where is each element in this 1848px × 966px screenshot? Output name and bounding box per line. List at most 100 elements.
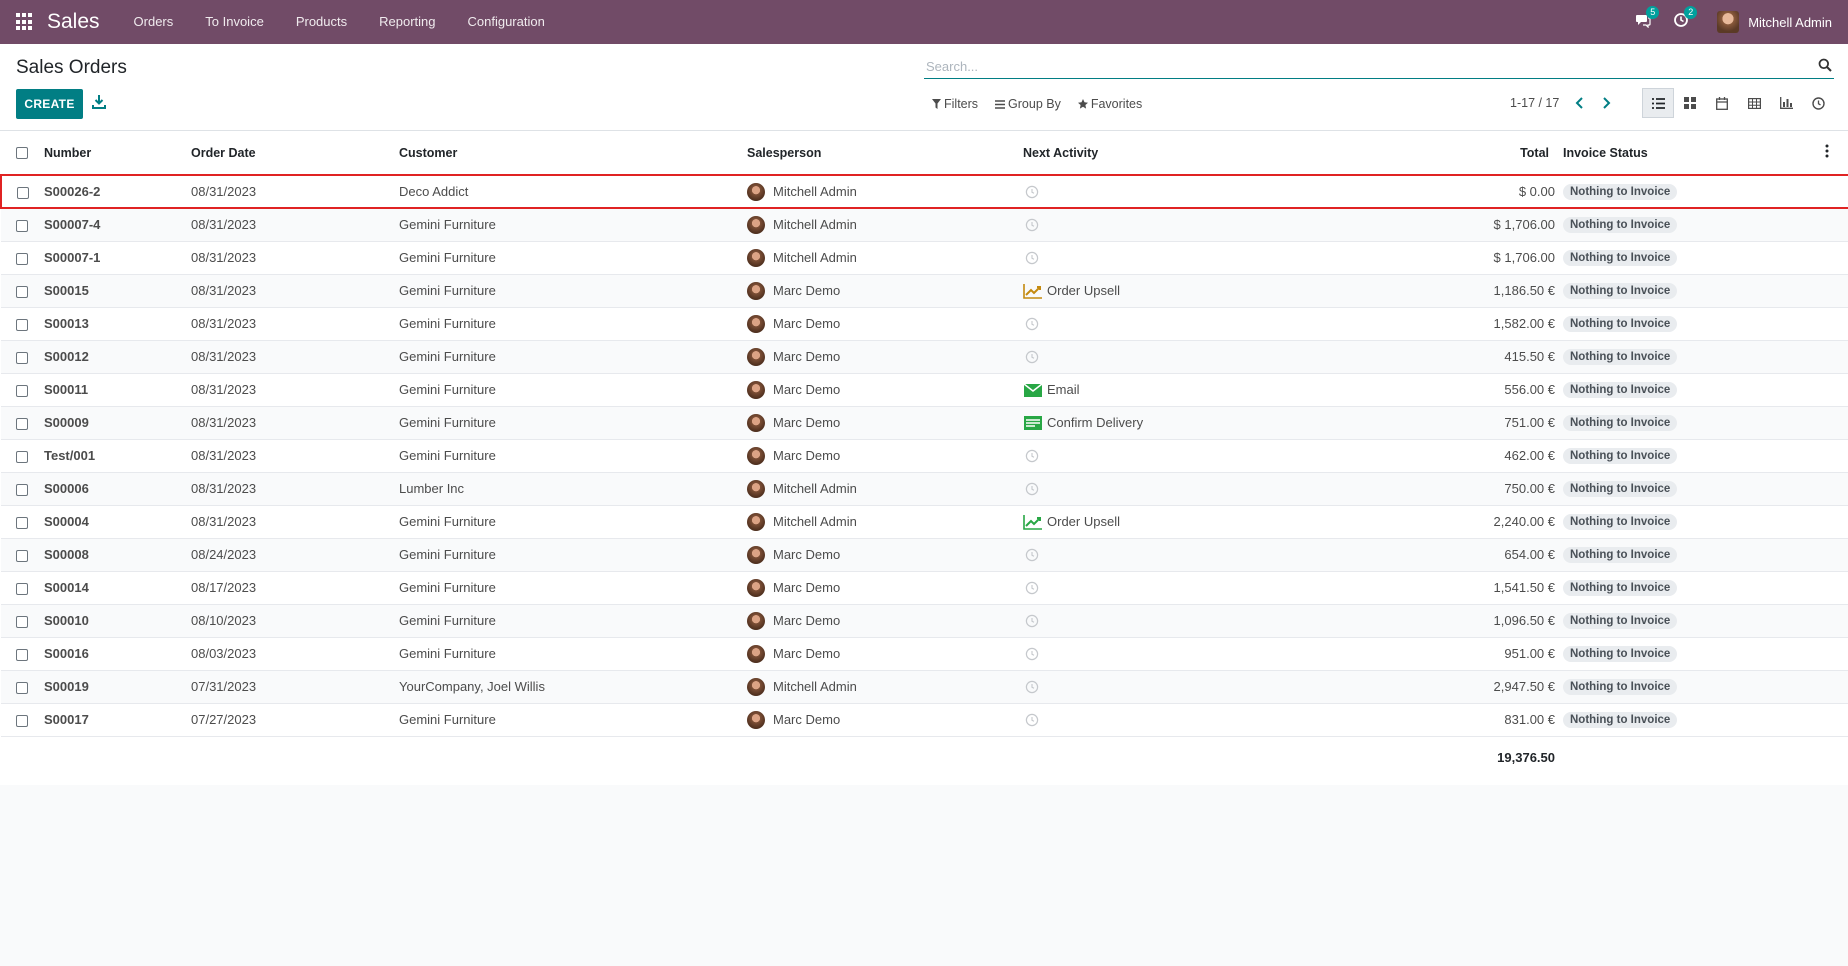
table-row[interactable]: S00007-1 08/31/2023 Gemini Furniture Mitche… — [1, 241, 1848, 275]
salesperson-avatar[interactable] — [747, 578, 765, 597]
salesperson-avatar[interactable] — [747, 413, 765, 432]
download-icon[interactable] — [92, 94, 108, 112]
row-checkbox[interactable] — [16, 549, 28, 562]
envelope-icon[interactable] — [1023, 382, 1043, 398]
select-all-checkbox[interactable] — [16, 147, 28, 160]
salesperson-avatar[interactable] — [747, 314, 765, 333]
table-row[interactable]: S00016 08/03/2023 Gemini Furniture Marc Dem… — [1, 637, 1848, 671]
table-row[interactable]: S00010 08/10/2023 Gemini Furniture Marc Dem… — [1, 604, 1848, 638]
clock-icon[interactable] — [1025, 317, 1039, 331]
row-checkbox[interactable] — [16, 648, 28, 661]
activity-view-icon[interactable] — [1802, 88, 1834, 118]
clock-icon[interactable] — [1025, 713, 1039, 727]
row-checkbox[interactable] — [16, 681, 28, 694]
salesperson-avatar[interactable] — [747, 182, 765, 201]
clock-icon[interactable] — [1025, 350, 1039, 364]
salesperson-avatar[interactable] — [747, 677, 765, 696]
table-row[interactable]: S00011 08/31/2023 Gemini Furniture Marc Dem… — [1, 373, 1848, 407]
menu-products[interactable]: Products — [295, 14, 348, 29]
chevron-left-icon[interactable] — [1573, 96, 1587, 110]
group-by-button[interactable]: Group By — [995, 97, 1061, 111]
app-menu-icon[interactable] — [16, 13, 34, 31]
create-button[interactable]: CREATE — [16, 89, 83, 119]
clock-icon[interactable] — [1025, 251, 1039, 265]
row-checkbox[interactable] — [16, 318, 28, 331]
table-row[interactable]: S00008 08/24/2023 Gemini Furniture Marc Dem… — [1, 538, 1848, 572]
salesperson-avatar[interactable] — [747, 347, 765, 366]
search-input[interactable] — [924, 54, 1784, 78]
row-checkbox[interactable] — [16, 450, 28, 463]
clock-icon[interactable] — [1025, 647, 1039, 661]
app-brand[interactable]: Sales — [47, 10, 100, 33]
row-checkbox[interactable] — [16, 714, 28, 727]
menu-to-invoice[interactable]: To Invoice — [205, 14, 264, 29]
graph-view-icon[interactable] — [1770, 88, 1802, 118]
salesperson-avatar[interactable] — [747, 281, 765, 300]
clock-icon[interactable] — [1025, 185, 1039, 199]
table-row[interactable]: S00015 08/31/2023 Gemini Furniture Marc Dem… — [1, 274, 1848, 308]
clock-icon[interactable] — [1025, 218, 1039, 232]
pager-value[interactable]: 1-17 / 17 — [1510, 96, 1560, 110]
row-checkbox[interactable] — [16, 615, 28, 628]
optional-columns-icon[interactable] — [1825, 144, 1829, 158]
header-total[interactable]: Total — [1311, 131, 1563, 176]
chevron-right-icon[interactable] — [1599, 96, 1613, 110]
salesperson-avatar[interactable] — [747, 611, 765, 630]
row-checkbox[interactable] — [16, 252, 28, 265]
row-checkbox[interactable] — [17, 186, 29, 199]
search-icon[interactable] — [1818, 58, 1834, 74]
salesperson-avatar[interactable] — [747, 380, 765, 399]
salesperson-avatar[interactable] — [747, 644, 765, 663]
activities-clock-icon[interactable]: 2 — [1673, 6, 1698, 32]
header-customer[interactable]: Customer — [399, 131, 747, 176]
menu-reporting[interactable]: Reporting — [379, 14, 436, 29]
messages-icon[interactable]: 5 — [1635, 6, 1660, 32]
table-row[interactable]: S00004 08/31/2023 Gemini Furniture Mitchell… — [1, 505, 1848, 539]
table-row[interactable]: S00012 08/31/2023 Gemini Furniture Marc Dem… — [1, 340, 1848, 374]
salesperson-avatar[interactable] — [747, 710, 765, 729]
pivot-view-icon[interactable] — [1738, 88, 1770, 118]
chart-line-icon[interactable] — [1023, 514, 1043, 530]
table-row[interactable]: S00013 08/31/2023 Gemini Furniture Marc Dem… — [1, 307, 1848, 341]
header-salesperson[interactable]: Salesperson — [747, 131, 1023, 176]
menu-configuration[interactable]: Configuration — [467, 14, 545, 29]
table-row[interactable]: Test/001 08/31/2023 Gemini Furniture Marc D… — [1, 439, 1848, 473]
clock-icon[interactable] — [1025, 614, 1039, 628]
clock-icon[interactable] — [1025, 548, 1039, 562]
row-checkbox[interactable] — [16, 516, 28, 529]
clock-icon[interactable] — [1025, 680, 1039, 694]
delivery-icon[interactable] — [1023, 415, 1043, 431]
salesperson-avatar[interactable] — [747, 512, 765, 531]
row-checkbox[interactable] — [16, 483, 28, 496]
row-checkbox[interactable] — [16, 219, 28, 232]
row-checkbox[interactable] — [16, 582, 28, 595]
header-invoice-status[interactable]: Invoice Status — [1563, 131, 1805, 176]
calendar-view-icon[interactable] — [1706, 88, 1738, 118]
row-checkbox[interactable] — [16, 384, 28, 397]
salesperson-avatar[interactable] — [747, 479, 765, 498]
clock-icon[interactable] — [1025, 581, 1039, 595]
table-row[interactable]: S00006 08/31/2023 Lumber Inc Mitchell Admin… — [1, 472, 1848, 506]
clock-icon[interactable] — [1025, 482, 1039, 496]
menu-orders[interactable]: Orders — [133, 14, 174, 29]
table-row[interactable]: S00026-2 08/31/2023 Deco Addict Mitchell Ad… — [0, 174, 1848, 209]
user-menu[interactable]: Mitchell Admin — [1717, 11, 1832, 33]
chart-line-icon[interactable] — [1023, 283, 1043, 299]
clock-icon[interactable] — [1025, 449, 1039, 463]
table-row[interactable]: S00007-4 08/31/2023 Gemini Furniture Mitche… — [1, 208, 1848, 242]
salesperson-avatar[interactable] — [747, 446, 765, 465]
table-row[interactable]: S00009 08/31/2023 Gemini Furniture Marc Dem… — [1, 406, 1848, 440]
filters-button[interactable]: Filters — [932, 97, 978, 111]
header-next-activity[interactable]: Next Activity — [1023, 131, 1311, 176]
header-order-date[interactable]: Order Date — [191, 131, 399, 176]
table-row[interactable]: S00014 08/17/2023 Gemini Furniture Marc Dem… — [1, 571, 1848, 605]
header-number[interactable]: Number — [44, 131, 191, 176]
salesperson-avatar[interactable] — [747, 248, 765, 267]
favorites-button[interactable]: Favorites — [1077, 97, 1142, 111]
row-checkbox[interactable] — [16, 351, 28, 364]
salesperson-avatar[interactable] — [747, 215, 765, 234]
row-checkbox[interactable] — [16, 285, 28, 298]
table-row[interactable]: S00019 07/31/2023 YourCompany, Joel Willis… — [1, 670, 1848, 704]
table-row[interactable]: S00017 07/27/2023 Gemini Furniture Marc Dem… — [1, 703, 1848, 737]
list-view-icon[interactable] — [1642, 88, 1674, 118]
